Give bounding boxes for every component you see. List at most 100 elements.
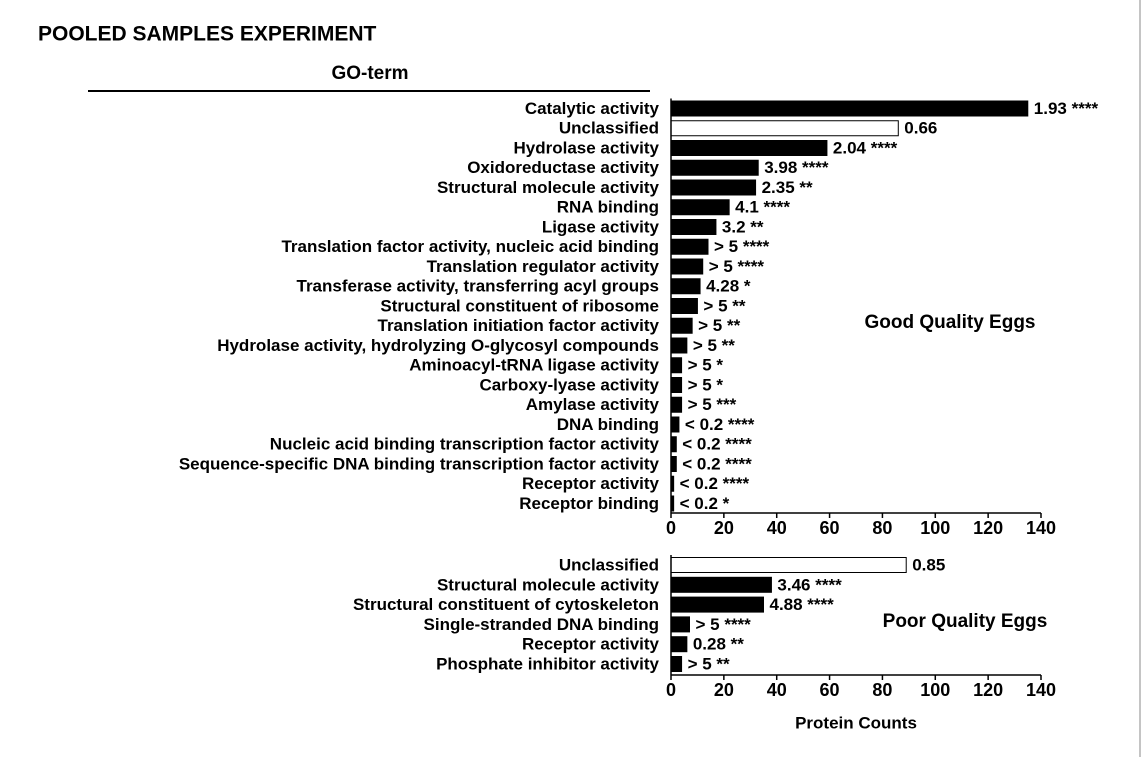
category-label: Structural molecule activity [437,575,660,594]
bar [670,456,677,472]
bar [670,219,717,235]
bar-label: < 0.2 * [680,494,730,513]
bar [670,636,688,653]
x-tick-label: 0 [666,680,676,700]
x-axis-label: Protein Counts [795,713,917,732]
bar [670,238,709,255]
category-label: Sequence-specific DNA binding transcript… [179,454,660,473]
bar [670,616,690,633]
bar-label: > 5 ** [688,654,730,673]
category-label: Carboxy-lyase activity [479,375,659,394]
category-label: Structural molecule activity [437,178,660,197]
bar [670,199,730,216]
category-label: Aminoacyl-tRNA ligase activity [409,356,659,375]
bar-label: 1.93 **** [1034,99,1099,118]
bar-label: 0.85 [912,555,945,574]
column-header: GO-term [331,63,408,84]
bar [670,100,1029,117]
category-label: Catalytic activity [525,99,660,118]
bar-label: < 0.2 **** [682,435,752,454]
x-tick-label: 140 [1026,680,1056,700]
bar [670,377,683,393]
bar-label: 3.46 **** [777,575,842,594]
x-tick-label: 80 [872,518,892,538]
category-label: Unclassified [559,119,659,138]
bar-label: 2.04 **** [833,138,898,157]
bar [670,416,680,433]
bar-label: 4.88 **** [770,595,835,614]
bar [670,120,899,137]
category-label: Ligase activity [542,217,660,236]
bar-label: 4.28 * [706,277,751,296]
bar-label: 3.2 ** [722,217,764,236]
figure-title: POOLED SAMPLES EXPERIMENT [38,23,377,46]
x-tick-label: 100 [920,518,950,538]
bar-label: 0.66 [904,119,937,138]
x-tick-label: 140 [1026,518,1056,538]
panel-annotation: Poor Quality Eggs [883,611,1048,632]
bar [670,278,701,295]
bar [670,396,683,413]
category-label: Nucleic acid binding transcription facto… [270,435,660,454]
category-label: Receptor activity [522,635,660,654]
bar-label: < 0.2 **** [682,454,752,473]
bar [670,159,759,176]
category-label: Oxidoreductase activity [467,158,659,177]
bar [670,656,683,672]
category-label: Amylase activity [526,395,660,414]
bar [670,140,828,156]
x-tick-label: 40 [767,680,787,700]
bar-label: > 5 *** [688,395,737,414]
bar-label: > 5 ** [703,296,745,315]
category-label: Structural constituent of ribosome [380,296,659,315]
bar [670,357,683,374]
category-label: Hydrolase activity [513,138,659,157]
category-label: Single-stranded DNA binding [424,615,659,634]
category-label: Transferase activity, transferring acyl … [297,277,660,296]
bar-label: > 5 **** [696,615,752,634]
x-tick-label: 60 [820,518,840,538]
bar-label: > 5 * [688,375,724,394]
bar-label: 4.1 **** [735,198,790,217]
category-label: Receptor activity [522,474,660,493]
category-label: Translation initiation factor activity [378,316,660,335]
bar [670,258,704,275]
category-label: DNA binding [557,415,659,434]
bar-label: 3.98 **** [764,158,829,177]
category-label: Translation regulator activity [427,257,660,276]
bar-label: > 5 **** [714,237,770,256]
bar [670,596,764,613]
bar-label: < 0.2 **** [685,415,755,434]
bar-label: > 5 * [688,356,724,375]
x-tick-label: 120 [973,680,1003,700]
bar-label: > 5 ** [693,336,735,355]
x-tick-label: 0 [666,518,676,538]
bar [670,179,757,196]
bar [670,298,698,314]
x-tick-label: 20 [714,518,734,538]
x-tick-label: 40 [767,518,787,538]
x-tick-label: 20 [714,680,734,700]
bar-label: > 5 **** [709,257,765,276]
x-tick-label: 100 [920,680,950,700]
bar [670,337,688,354]
category-label: Translation factor activity, nucleic aci… [281,237,659,256]
bar-label: < 0.2 **** [680,474,750,493]
x-tick-label: 60 [820,680,840,700]
bar-label: 0.28 ** [693,635,744,654]
bar [670,557,907,573]
bar-label: 2.35 ** [762,178,813,197]
panel-annotation: Good Quality Eggs [864,312,1035,333]
x-tick-label: 120 [973,518,1003,538]
category-label: Hydrolase activity, hydrolyzing O-glycos… [217,336,659,355]
bar [670,436,677,453]
bar-label: > 5 ** [698,316,740,335]
bar [670,576,772,593]
category-label: Phosphate inhibitor activity [436,654,659,673]
category-label: RNA binding [557,198,659,217]
category-label: Structural constituent of cytoskeleton [353,595,659,614]
category-label: Unclassified [559,555,659,574]
x-tick-label: 80 [872,680,892,700]
bar [670,317,693,334]
